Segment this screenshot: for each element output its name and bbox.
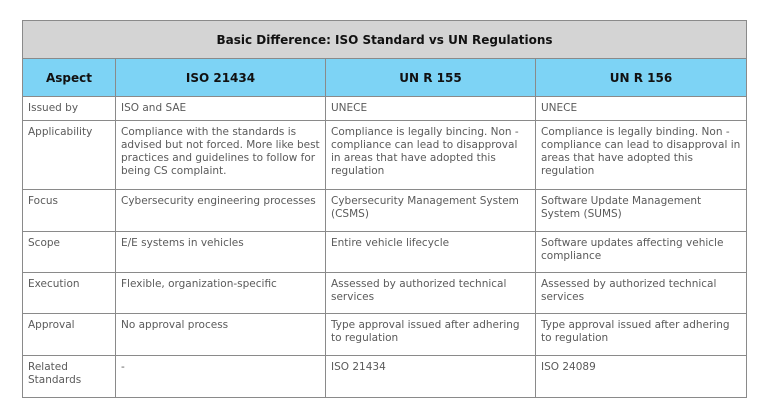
- table-cell: ISO 24089: [534, 355, 748, 398]
- table-cell: Compliance is legally binding. Non - com…: [534, 120, 748, 190]
- header-cell: Aspect: [22, 58, 116, 97]
- table-cell: ISO and SAE: [115, 96, 326, 121]
- header-cell: UN R 156: [534, 58, 748, 97]
- header-cell: ISO 21434: [115, 58, 326, 97]
- row-label: Focus: [22, 189, 116, 232]
- table-row: Scope E/E systems in vehicles Entire vehic…: [22, 231, 748, 273]
- table-cell: Flexible, organization-specific: [115, 272, 326, 314]
- table-cell: Cybersecurity Management System (CSMS): [325, 189, 536, 232]
- table-cell: Entire vehicle lifecycle: [325, 231, 536, 273]
- table-cell: Software updates affecting vehicle compl…: [534, 231, 748, 273]
- table-row: Approval No approval process Type approval…: [22, 313, 748, 356]
- table-cell: UNECE: [325, 96, 536, 121]
- header-cell: UN R 155: [325, 58, 536, 97]
- table-cell: Assessed by authorized technical service…: [325, 272, 536, 314]
- table-container: Basic Difference: ISO Standard vs UN Reg…: [21, 20, 748, 398]
- table-title: Basic Difference: ISO Standard vs UN Reg…: [21, 20, 748, 59]
- table-row: Applicability Compliance with the standar…: [22, 120, 748, 190]
- row-label: Applicability: [22, 120, 116, 190]
- row-label: Related Standards: [22, 355, 116, 398]
- table-cell: No approval process: [115, 313, 326, 356]
- table-cell: -: [115, 355, 326, 398]
- comparison-table: Basic Difference: ISO Standard vs UN Reg…: [21, 20, 748, 398]
- table-cell: E/E systems in vehicles: [115, 231, 326, 273]
- header-row: Aspect ISO 21434 UN R 155 UN R 156: [22, 58, 748, 97]
- table-row: Execution Flexible, organization-specific…: [22, 272, 748, 314]
- row-label: Scope: [22, 231, 116, 273]
- table-cell: Compliance is legally bincing. Non - com…: [325, 120, 536, 190]
- table-cell: Cybersecurity engineering processes: [115, 189, 326, 232]
- table-body: Issued by ISO and SAE UNECE UNECE Applicabil…: [22, 96, 748, 398]
- table-row: Issued by ISO and SAE UNECE UNECE: [22, 96, 748, 121]
- table-row: Related Standards - ISO 21434 ISO 24089: [22, 355, 748, 398]
- table-cell: UNECE: [534, 96, 748, 121]
- title-row: Basic Difference: ISO Standard vs UN Reg…: [21, 20, 748, 59]
- row-label: Issued by: [22, 96, 116, 121]
- table-cell: Compliance with the standards is advised…: [115, 120, 326, 190]
- row-label: Approval: [22, 313, 116, 356]
- row-label: Execution: [22, 272, 116, 314]
- table-cell: Type approval issued after adhering to r…: [325, 313, 536, 356]
- table-cell: Type approval issued after adhering to r…: [534, 313, 748, 356]
- table-cell: Assessed by authorized technical service…: [534, 272, 748, 314]
- table-cell: Software Update Management System (SUMS): [534, 189, 748, 232]
- table-cell: ISO 21434: [325, 355, 536, 398]
- table-row: Focus Cybersecurity engineering processes…: [22, 189, 748, 232]
